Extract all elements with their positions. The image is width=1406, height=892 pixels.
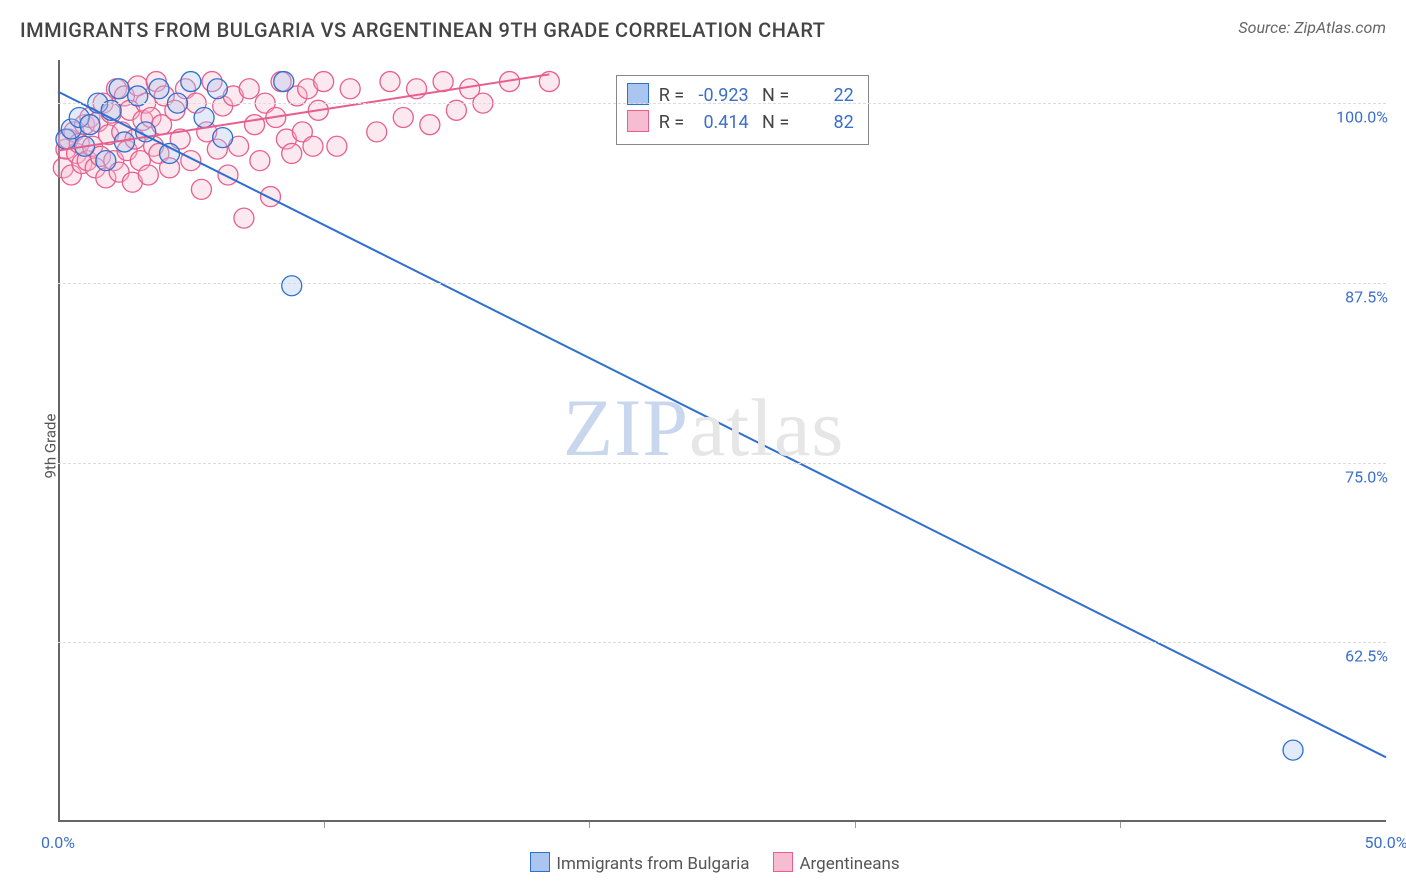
- data-point: [234, 208, 254, 228]
- stats-legend: R = -0.923 N = 22R = 0.414 N = 82: [616, 75, 869, 145]
- x-tick-label: 50.0%: [1365, 833, 1406, 852]
- data-point: [393, 108, 413, 128]
- gridline-h: [58, 103, 1386, 104]
- data-point: [239, 79, 259, 99]
- x-tick-label: 0.0%: [41, 833, 75, 852]
- data-point: [245, 115, 265, 135]
- data-point: [1283, 740, 1303, 760]
- data-point: [327, 136, 347, 156]
- data-point: [340, 79, 360, 99]
- gridline-h: [58, 283, 1386, 284]
- data-point: [282, 276, 302, 296]
- series-legend: Immigrants from Bulgaria Argentineans: [0, 852, 1406, 874]
- legend-label: Argentineans: [799, 854, 899, 874]
- data-point: [96, 151, 116, 171]
- gridline-h: [58, 463, 1386, 464]
- plot-svg: [58, 60, 1386, 822]
- y-tick-label: 75.0%: [1345, 467, 1388, 486]
- y-tick-label: 87.5%: [1345, 287, 1388, 306]
- stats-row: R = 0.414 N = 82: [627, 109, 854, 136]
- data-point: [181, 72, 201, 92]
- data-point: [191, 179, 211, 199]
- trend-line: [58, 92, 1386, 758]
- y-tick-label: 62.5%: [1345, 647, 1388, 666]
- data-point: [380, 72, 400, 92]
- data-point: [250, 151, 270, 171]
- data-point: [138, 165, 158, 185]
- data-point: [80, 115, 100, 135]
- stats-row: R = -0.923 N = 22: [627, 82, 854, 109]
- data-point: [260, 187, 280, 207]
- data-point: [213, 128, 233, 148]
- legend-label: Immigrants from Bulgaria: [556, 854, 749, 874]
- data-point: [109, 79, 129, 99]
- data-point: [367, 122, 387, 142]
- y-axis-label: 9th Grade: [41, 414, 59, 479]
- source-label: Source: ZipAtlas.com: [1238, 18, 1386, 37]
- x-tick-minor: [855, 822, 856, 828]
- chart-title: IMMIGRANTS FROM BULGARIA VS ARGENTINEAN …: [20, 18, 825, 42]
- chart-area: ZIPatlas R = -0.923 N = 22R = 0.414 N = …: [58, 60, 1386, 822]
- data-point: [314, 72, 334, 92]
- source-link[interactable]: ZipAtlas.com: [1294, 18, 1386, 37]
- data-point: [282, 143, 302, 163]
- y-tick-label: 100.0%: [1336, 108, 1388, 127]
- data-point: [194, 108, 214, 128]
- data-point: [218, 165, 238, 185]
- data-point: [303, 136, 323, 156]
- x-tick-minor: [324, 822, 325, 828]
- legend-swatch: [773, 852, 793, 872]
- data-point: [207, 79, 227, 99]
- legend-swatch: [530, 852, 550, 872]
- x-tick-minor: [589, 822, 590, 828]
- data-point: [149, 79, 169, 99]
- data-point: [420, 115, 440, 135]
- data-point: [274, 72, 294, 92]
- x-tick-minor: [1120, 822, 1121, 828]
- gridline-h: [58, 642, 1386, 643]
- data-point: [433, 72, 453, 92]
